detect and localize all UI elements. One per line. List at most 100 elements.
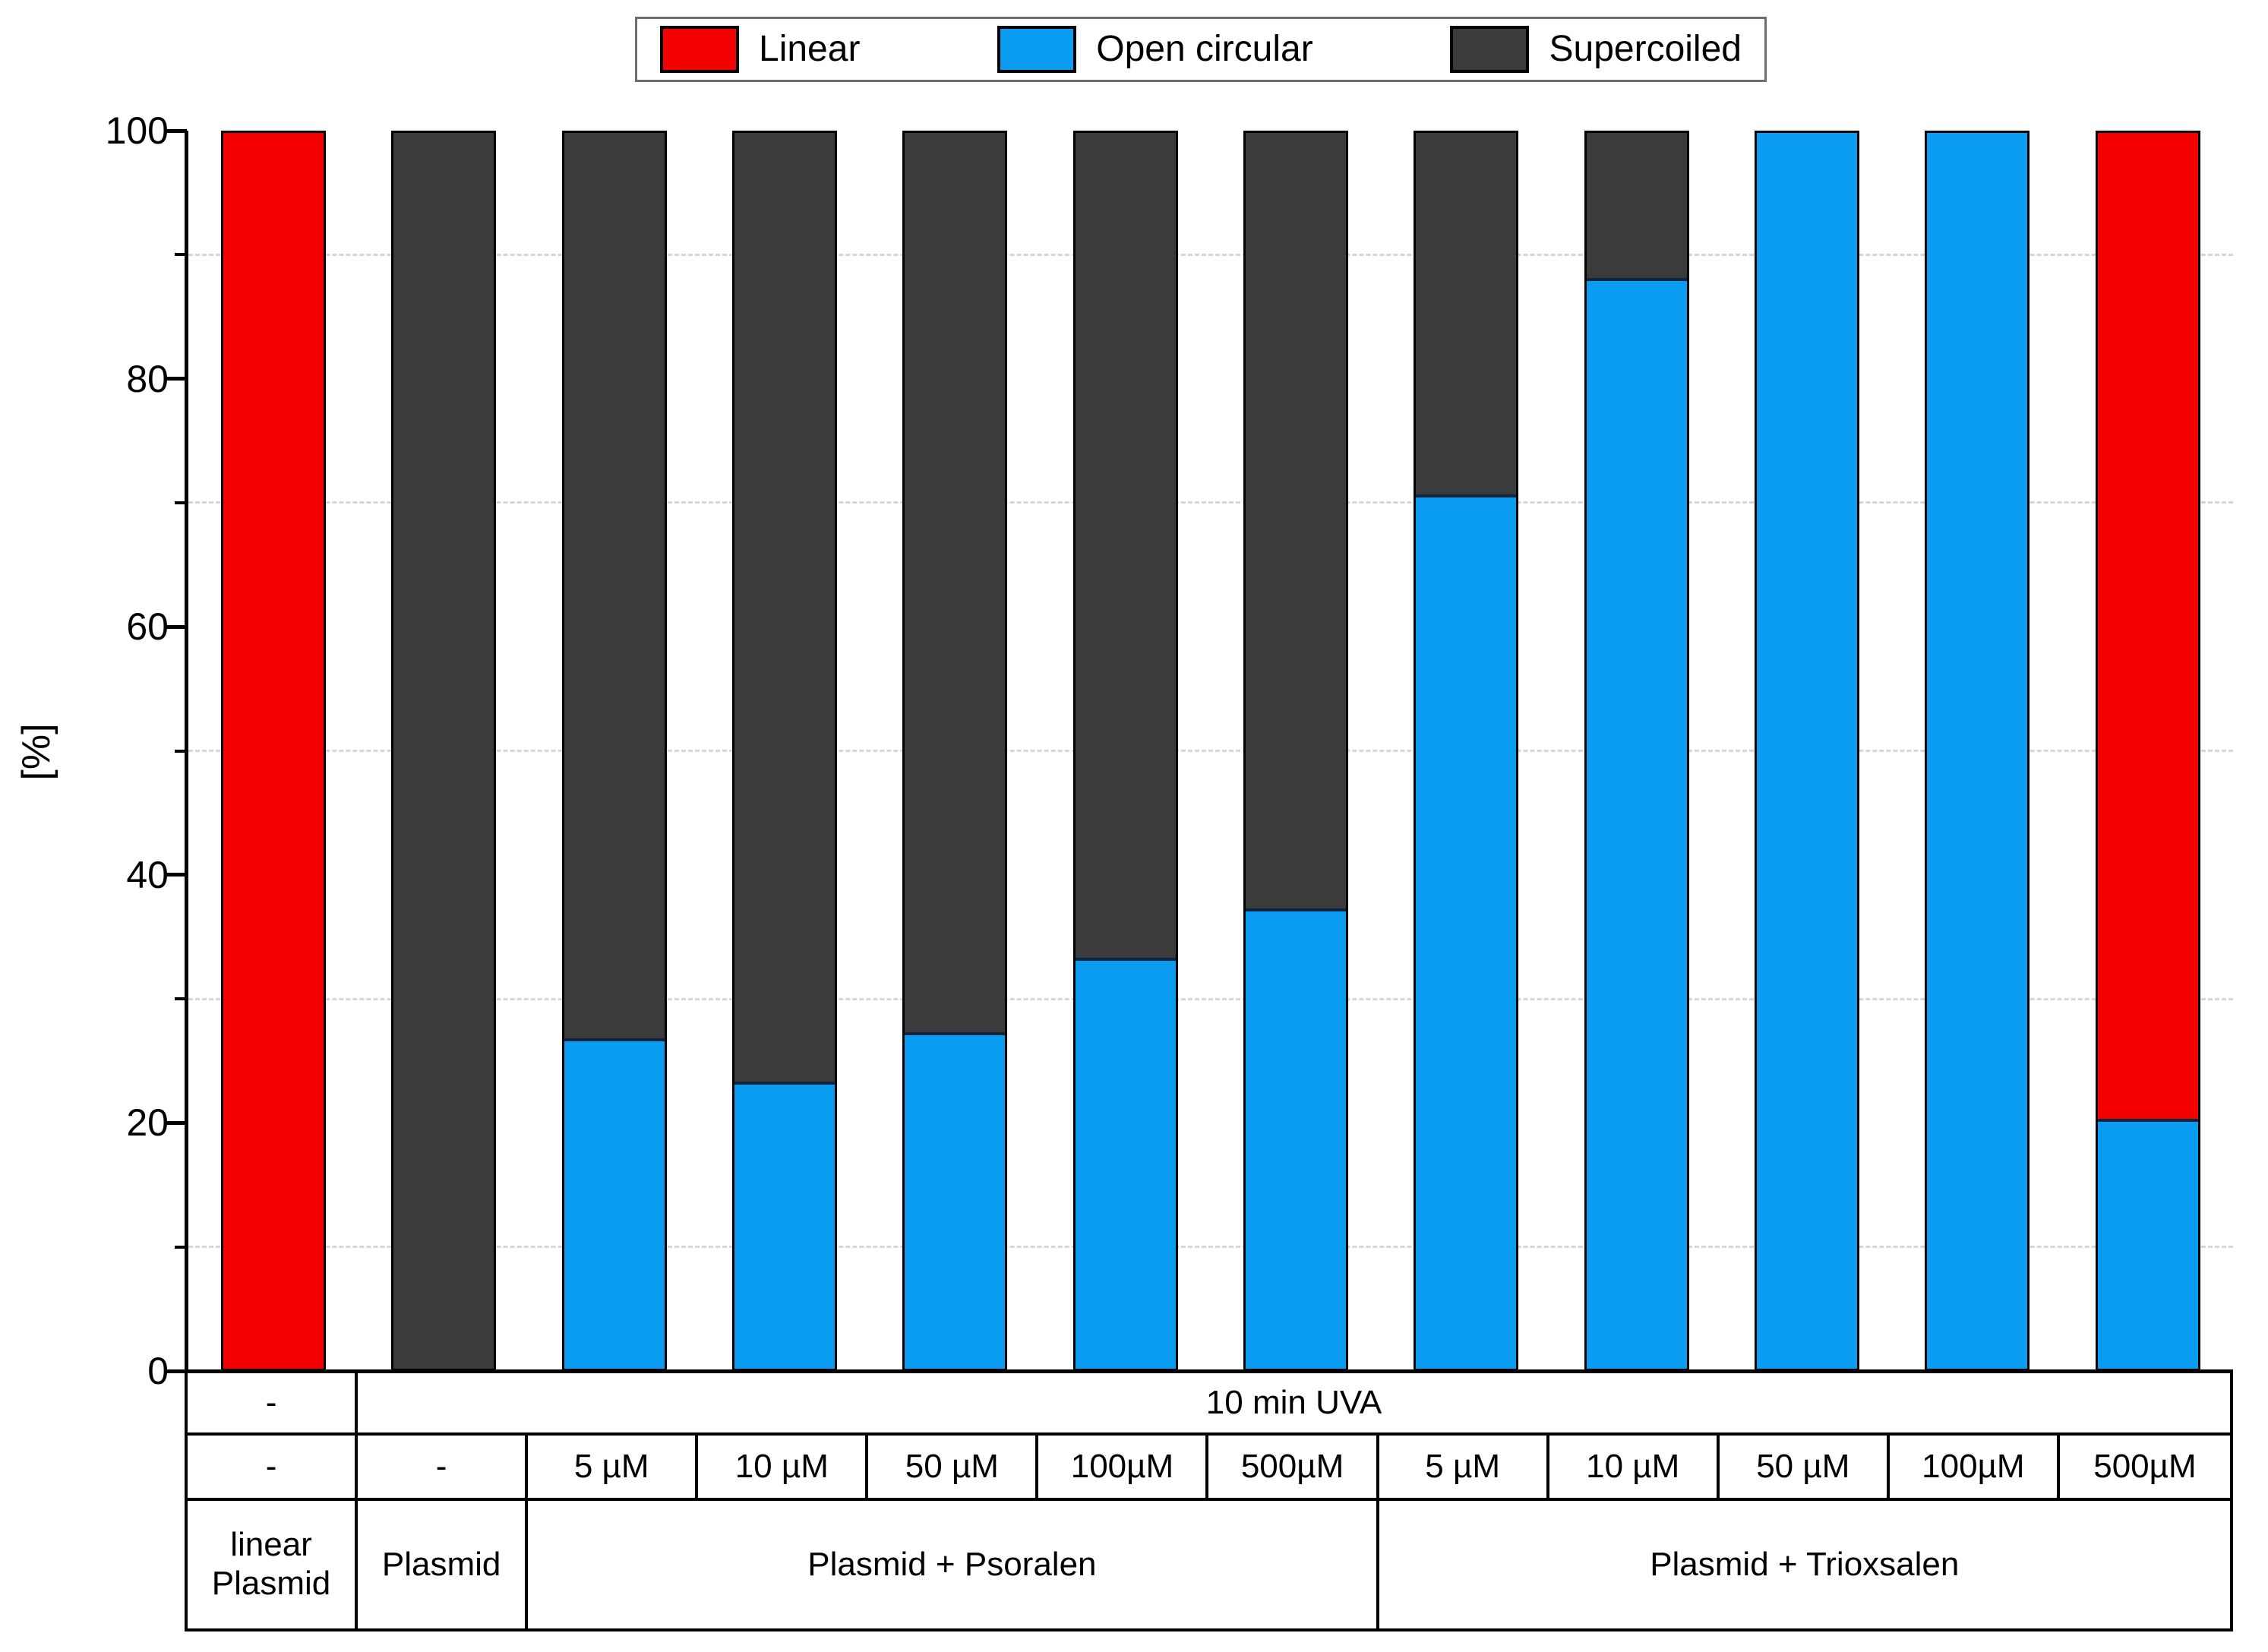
legend-item-supercoiled: Supercoiled: [1450, 26, 1742, 73]
bar-slot-trioxsalen-50-m: [1722, 131, 1892, 1371]
y-major-tick: [166, 377, 187, 381]
chart-legend: Linear Open circular Supercoiled: [635, 17, 1767, 82]
bar-slot-psoralen-500-m: [1211, 131, 1381, 1371]
concentration-row-cell-100-m: 100µM: [1889, 1436, 2060, 1501]
y-major-tick: [166, 624, 187, 629]
x-axis-line: [185, 1369, 2233, 1373]
gridline-90: [188, 253, 2233, 256]
bar-linear-plasmid: [221, 131, 327, 1371]
y-major-tick: [166, 1120, 187, 1125]
bar-psoralen-10-m: [732, 131, 838, 1371]
gridline-30: [188, 997, 2233, 1000]
segment-open-circular: [1586, 281, 1687, 1369]
bars-container: [188, 131, 2233, 1371]
legend-swatch-open-circular: [997, 26, 1077, 73]
bar-plasmid: [391, 131, 497, 1371]
y-tick-label-60: 60: [126, 605, 169, 649]
segment-supercoiled: [1416, 133, 1517, 497]
segment-supercoiled: [734, 133, 835, 1085]
concentration-row-cell-100-m: 100µM: [1038, 1436, 1209, 1501]
segment-supercoiled: [1586, 133, 1687, 282]
sample-row-cell-plasmid: Plasmid: [358, 1501, 529, 1628]
segment-supercoiled: [393, 133, 494, 1369]
bar-slot-trioxsalen-500-m: [2063, 131, 2233, 1371]
segment-open-circular: [1757, 133, 1858, 1369]
bar-slot-psoralen-5-m: [529, 131, 700, 1371]
gridline-70: [188, 501, 2233, 504]
y-tick-label-40: 40: [126, 853, 169, 896]
bar-slot-plasmid: [359, 131, 529, 1371]
concentration-row-cell-50-m: 50 µM: [868, 1436, 1039, 1501]
segment-linear: [2097, 133, 2198, 1122]
concentration-row-cell-10-m: 10 µM: [1549, 1436, 1720, 1501]
y-minor-tick: [175, 749, 187, 753]
bar-trioxsalen-5-m: [1414, 131, 1519, 1371]
y-minor-tick: [175, 1245, 187, 1249]
segment-open-circular: [2097, 1121, 2198, 1369]
concentration-row-cell-: -: [188, 1436, 359, 1501]
legend-swatch-supercoiled: [1450, 26, 1530, 73]
segment-open-circular: [1075, 961, 1176, 1369]
y-axis-title: [%]: [14, 723, 58, 781]
segment-open-circular: [1246, 911, 1347, 1369]
legend-label: Open circular: [1096, 29, 1313, 69]
bar-psoralen-50-m: [902, 131, 1008, 1371]
bar-trioxsalen-100-m: [1925, 131, 2030, 1371]
segment-supercoiled: [564, 133, 665, 1041]
bar-psoralen-500-m: [1243, 131, 1349, 1371]
y-axis-line: [185, 131, 188, 1373]
segment-supercoiled: [905, 133, 1006, 1035]
uva-row-cell-10-min-uva: 10 min UVA: [358, 1373, 2230, 1436]
concentration-row-cell-500-m: 500µM: [1208, 1436, 1379, 1501]
legend-item-open-circular: Open circular: [997, 26, 1313, 73]
y-major-tick: [166, 873, 187, 877]
segment-open-circular: [734, 1084, 835, 1369]
plot-area: [188, 131, 2233, 1371]
bar-slot-psoralen-100-m: [1041, 131, 1211, 1371]
y-tick-label-80: 80: [126, 357, 169, 400]
y-minor-tick: [175, 253, 187, 257]
bar-trioxsalen-500-m: [2095, 131, 2200, 1371]
segment-open-circular: [905, 1034, 1006, 1369]
sample-row-cell-linear-plasmid: linear Plasmid: [188, 1501, 359, 1628]
gridline-50: [188, 750, 2233, 752]
concentration-row-cell-500-m: 500µM: [2059, 1436, 2230, 1501]
segment-open-circular: [564, 1041, 665, 1369]
y-tick-label-0: 0: [147, 1350, 169, 1392]
y-tick-label-20: 20: [126, 1101, 169, 1145]
gridline-10: [188, 1246, 2233, 1249]
concentration-row-cell-50-m: 50 µM: [1719, 1436, 1890, 1501]
segment-open-circular: [1927, 133, 2028, 1369]
y-major-tick: [166, 1369, 187, 1373]
concentration-row-cell-5-m: 5 µM: [528, 1436, 699, 1501]
legend-label: Supercoiled: [1549, 29, 1742, 69]
bar-slot-trioxsalen-10-m: [1552, 131, 1722, 1371]
concentration-row-cell-10-m: 10 µM: [698, 1436, 869, 1501]
bar-slot-trioxsalen-100-m: [1892, 131, 2062, 1371]
concentration-row-cell-5-m: 5 µM: [1379, 1436, 1549, 1501]
segment-supercoiled: [1246, 133, 1347, 912]
y-tick-label-100: 100: [105, 109, 169, 152]
y-minor-tick: [175, 501, 187, 504]
uva-row-cell-: -: [188, 1373, 359, 1436]
concentration-row-cell-: -: [358, 1436, 529, 1501]
segment-linear: [223, 133, 324, 1369]
segment-open-circular: [1416, 497, 1517, 1369]
bar-psoralen-5-m: [561, 131, 667, 1371]
bar-slot-linear-plasmid: [188, 131, 359, 1371]
segment-supercoiled: [1075, 133, 1176, 962]
bar-trioxsalen-50-m: [1755, 131, 1860, 1371]
bar-slot-psoralen-10-m: [700, 131, 870, 1371]
bar-slot-psoralen-50-m: [870, 131, 1040, 1371]
y-minor-tick: [175, 997, 187, 1001]
sample-row-cell-plasmid-trioxsalen: Plasmid + Trioxsalen: [1379, 1501, 2230, 1628]
legend-item-linear: Linear: [660, 26, 860, 73]
bar-trioxsalen-10-m: [1584, 131, 1689, 1371]
y-major-tick: [166, 128, 187, 133]
legend-swatch-linear: [660, 26, 739, 73]
sample-row-cell-plasmid-psoralen: Plasmid + Psoralen: [528, 1501, 1379, 1628]
legend-label: Linear: [759, 29, 861, 69]
bar-slot-trioxsalen-5-m: [1381, 131, 1551, 1371]
bar-psoralen-100-m: [1072, 131, 1178, 1371]
